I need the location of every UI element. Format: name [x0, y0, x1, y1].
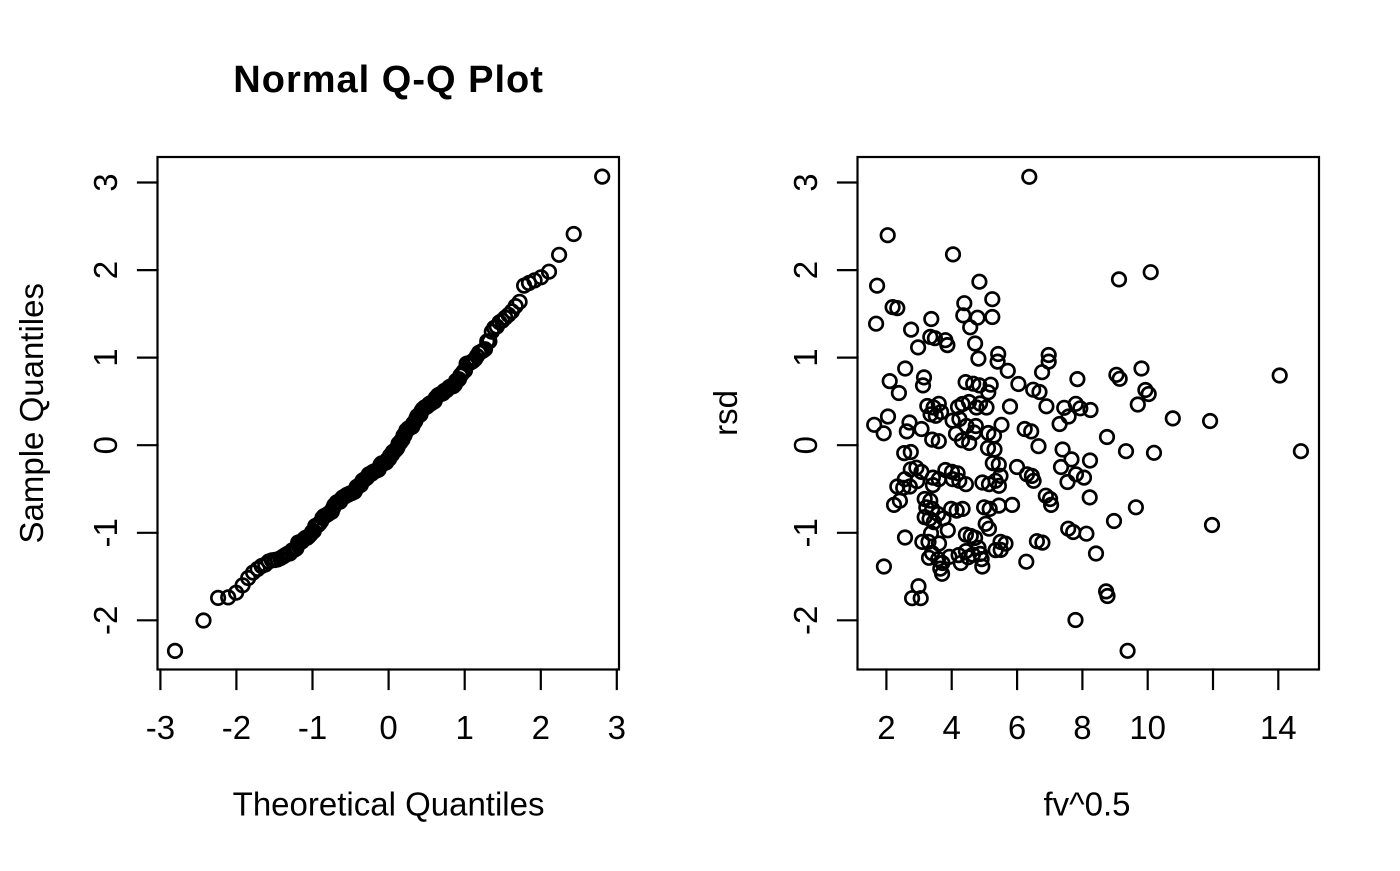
svg-text:-2: -2 — [87, 606, 124, 635]
svg-text:-1: -1 — [787, 518, 824, 547]
svg-text:6: 6 — [1008, 709, 1026, 746]
svg-text:2: 2 — [87, 261, 124, 279]
svg-text:fv^0.5: fv^0.5 — [1043, 786, 1130, 823]
svg-text:4: 4 — [943, 709, 961, 746]
svg-text:1: 1 — [787, 348, 824, 366]
svg-text:14: 14 — [1260, 709, 1297, 746]
svg-text:Sample Quantiles: Sample Quantiles — [13, 283, 50, 543]
svg-text:2: 2 — [787, 261, 824, 279]
svg-text:-2: -2 — [222, 709, 251, 746]
svg-text:2: 2 — [877, 709, 895, 746]
svg-text:8: 8 — [1073, 709, 1091, 746]
svg-text:10: 10 — [1129, 709, 1166, 746]
svg-text:-1: -1 — [87, 518, 124, 547]
svg-text:rsd: rsd — [707, 390, 744, 436]
svg-text:1: 1 — [87, 348, 124, 366]
svg-text:Normal Q-Q Plot: Normal Q-Q Plot — [233, 59, 544, 101]
svg-text:2: 2 — [532, 709, 550, 746]
svg-text:3: 3 — [787, 173, 824, 191]
svg-text:-1: -1 — [298, 709, 327, 746]
svg-text:-2: -2 — [787, 606, 824, 635]
svg-text:0: 0 — [87, 436, 124, 454]
svg-text:3: 3 — [87, 173, 124, 191]
svg-text:1: 1 — [456, 709, 474, 746]
svg-text:0: 0 — [379, 709, 397, 746]
svg-text:3: 3 — [608, 709, 626, 746]
svg-text:-3: -3 — [146, 709, 175, 746]
svg-text:Theoretical Quantiles: Theoretical Quantiles — [233, 786, 545, 823]
svg-text:0: 0 — [787, 436, 824, 454]
